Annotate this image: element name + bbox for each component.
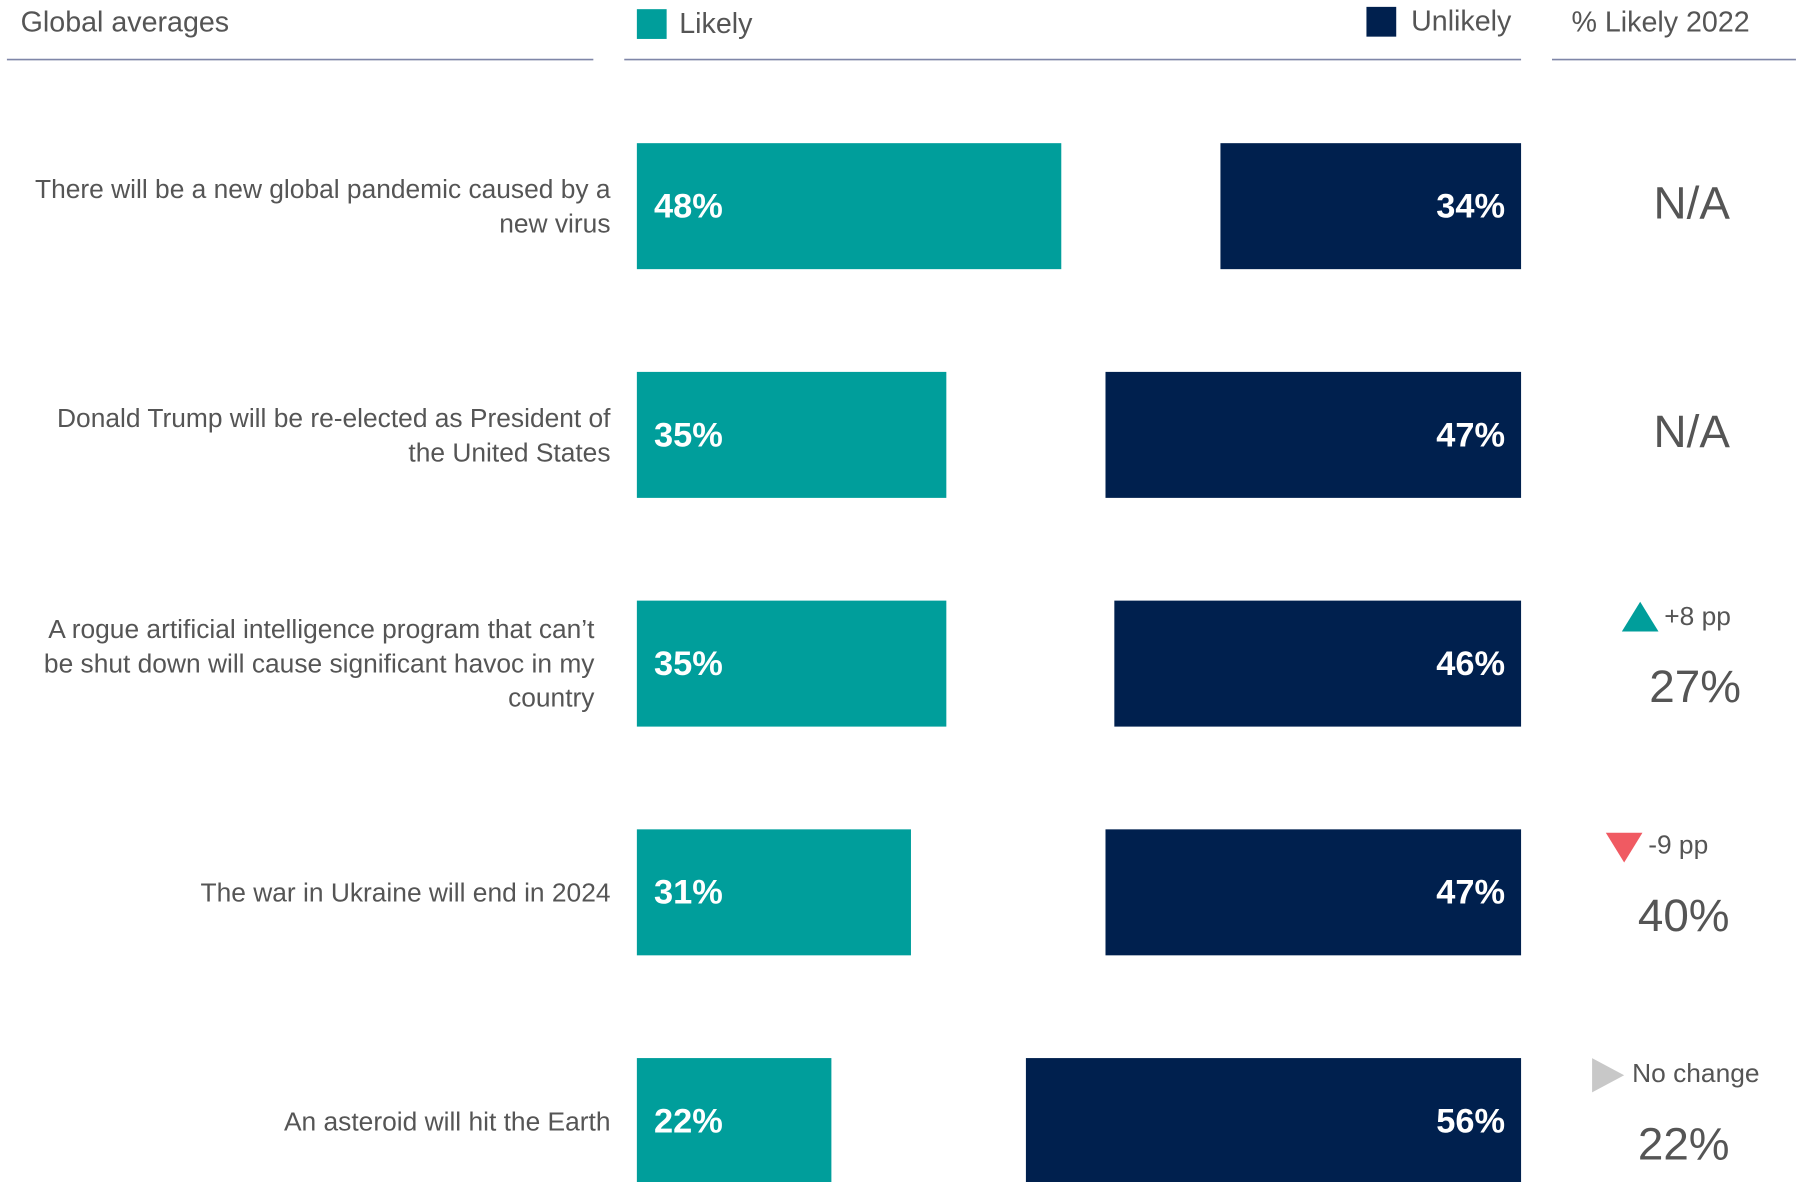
bar	[636, 1058, 832, 1182]
change-label: No change	[1632, 1058, 1759, 1088]
value-label: 22%	[654, 1102, 723, 1140]
bar	[636, 143, 1062, 270]
bar	[1220, 143, 1522, 270]
value-label: 46%	[1436, 645, 1505, 683]
legend-label: Unlikely	[1411, 5, 1512, 37]
comparison-value: N/A	[1654, 177, 1731, 228]
change-label: -9 pp	[1648, 829, 1708, 859]
bar	[1105, 371, 1522, 498]
bar	[1114, 600, 1522, 727]
comparison-value: N/A	[1654, 406, 1731, 457]
value-label: 35%	[654, 416, 723, 454]
change-marker	[1592, 1058, 1625, 1093]
change-marker	[1605, 832, 1643, 863]
category-label: Donald Trump will be re-elected as Presi…	[57, 402, 611, 467]
chart-title: Global averages	[21, 7, 229, 39]
category-label: There will be a new global pandemic caus…	[35, 174, 611, 239]
category-label-box: The war in Ukraine will end in 2024	[200, 877, 611, 908]
value-label: 34%	[1436, 188, 1505, 226]
change-label: +8 pp	[1664, 601, 1731, 631]
bar	[636, 600, 947, 727]
legend-swatch	[1366, 6, 1397, 37]
bar	[636, 829, 911, 956]
category-label: An asteroid will hit the Earth	[283, 1106, 611, 1136]
value-label: 47%	[1436, 416, 1505, 454]
bar	[1025, 1058, 1522, 1182]
category-label-box: Donald Trump will be re-elected as Presi…	[57, 402, 611, 467]
bar	[1105, 829, 1522, 956]
bar	[636, 371, 947, 498]
change-marker	[1621, 601, 1659, 632]
legend-swatch	[636, 9, 667, 39]
category-label-box: There will be a new global pandemic caus…	[35, 174, 611, 239]
value-label: 35%	[654, 645, 723, 683]
category-label-box: A rogue artificial intelligence program …	[43, 614, 595, 713]
comparison-title: % Likely 2022	[1571, 7, 1749, 39]
comparison-value: 27%	[1649, 661, 1741, 712]
category-label: The war in Ukraine will end in 2024	[200, 877, 611, 908]
category-label-box: An asteroid will hit the Earth	[283, 1106, 611, 1136]
category-label: A rogue artificial intelligence program …	[43, 614, 595, 713]
comparison-value: 40%	[1638, 890, 1730, 941]
value-label: 48%	[654, 188, 723, 226]
legend-label: Likely	[679, 8, 753, 40]
comparison-value: 22%	[1638, 1119, 1730, 1170]
value-label: 47%	[1436, 874, 1505, 912]
value-label: 31%	[654, 874, 723, 912]
value-label: 56%	[1436, 1102, 1505, 1140]
